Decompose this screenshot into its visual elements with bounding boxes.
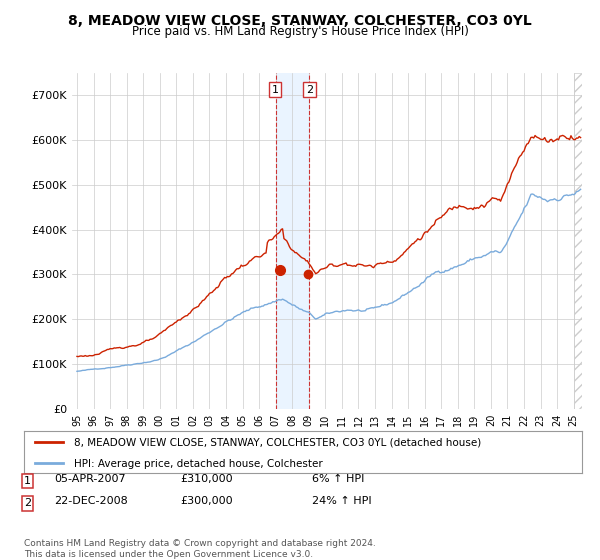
Text: £300,000: £300,000 xyxy=(180,496,233,506)
Text: 24% ↑ HPI: 24% ↑ HPI xyxy=(312,496,371,506)
Bar xyxy=(275,73,309,409)
Text: HPI: Average price, detached house, Colchester: HPI: Average price, detached house, Colc… xyxy=(74,459,323,469)
Text: 8, MEADOW VIEW CLOSE, STANWAY, COLCHESTER, CO3 0YL: 8, MEADOW VIEW CLOSE, STANWAY, COLCHESTE… xyxy=(68,14,532,28)
Text: 1: 1 xyxy=(24,476,31,486)
Text: 1: 1 xyxy=(271,85,278,95)
Text: Price paid vs. HM Land Registry's House Price Index (HPI): Price paid vs. HM Land Registry's House … xyxy=(131,25,469,38)
Text: £310,000: £310,000 xyxy=(180,474,233,484)
Text: 2: 2 xyxy=(306,85,313,95)
Text: 2: 2 xyxy=(24,498,31,508)
Text: 22-DEC-2008: 22-DEC-2008 xyxy=(54,496,128,506)
Text: Contains HM Land Registry data © Crown copyright and database right 2024.
This d: Contains HM Land Registry data © Crown c… xyxy=(24,539,376,559)
Text: 05-APR-2007: 05-APR-2007 xyxy=(54,474,125,484)
Text: 6% ↑ HPI: 6% ↑ HPI xyxy=(312,474,364,484)
Bar xyxy=(574,73,582,409)
Text: 8, MEADOW VIEW CLOSE, STANWAY, COLCHESTER, CO3 0YL (detached house): 8, MEADOW VIEW CLOSE, STANWAY, COLCHESTE… xyxy=(74,437,481,447)
